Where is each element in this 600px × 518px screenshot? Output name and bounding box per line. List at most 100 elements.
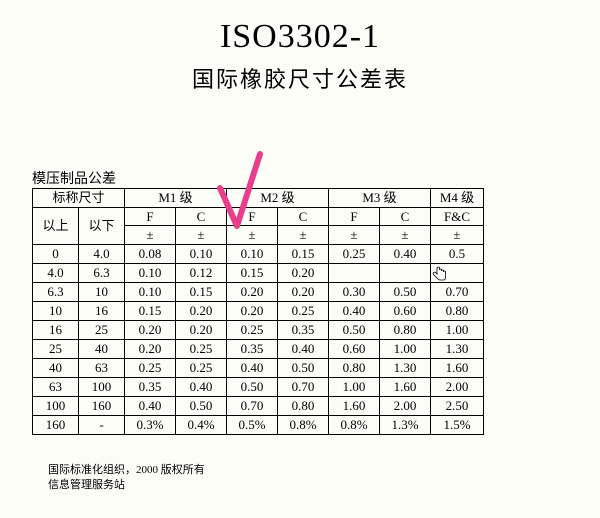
cell: 0.80 [431, 301, 484, 320]
cell: 10 [79, 282, 125, 301]
cell: 0.20 [227, 301, 278, 320]
cell: 16 [33, 320, 79, 339]
cell: 100 [33, 396, 79, 415]
cell: 0.30 [329, 282, 380, 301]
pm: ± [278, 226, 329, 245]
cell: 0.60 [380, 301, 431, 320]
cell: 4.0 [79, 244, 125, 263]
cell: 0.10 [227, 244, 278, 263]
cell: 0.40 [125, 396, 176, 415]
cell: 4.0 [33, 263, 79, 282]
cell: 0.08 [125, 244, 176, 263]
footer-line2: 信息管理服务站 [48, 478, 205, 493]
cell: 0.35 [278, 320, 329, 339]
cell: 1.60 [329, 396, 380, 415]
cell: 0.25 [329, 244, 380, 263]
cell: 2.50 [431, 396, 484, 415]
cell: 0.8% [278, 415, 329, 434]
cell: 0.15 [176, 282, 227, 301]
cell: 1.30 [380, 358, 431, 377]
col-m1: M1 级 [125, 189, 227, 208]
cell: 0.20 [176, 320, 227, 339]
cell: 0.50 [329, 320, 380, 339]
m3-c: C [380, 207, 431, 226]
cell: 0.20 [278, 282, 329, 301]
pm: ± [431, 226, 484, 245]
footer-line1: 国际标准化组织，2000 版权所有 [48, 463, 205, 478]
cell: 0.80 [329, 358, 380, 377]
cell: 0 [33, 244, 79, 263]
cell: 25 [79, 320, 125, 339]
cell: 63 [33, 377, 79, 396]
header-row-1: 标称尺寸 M1 级 M2 级 M3 级 M4 级 [33, 189, 484, 208]
cell: 0.8% [329, 415, 380, 434]
table-row: 4.06.30.100.120.150.20 [33, 263, 484, 282]
cell [380, 263, 431, 282]
cell: 0.50 [380, 282, 431, 301]
cell [431, 263, 484, 282]
cell: 6.3 [79, 263, 125, 282]
table-row: 25400.200.250.350.400.601.001.30 [33, 339, 484, 358]
pm: ± [380, 226, 431, 245]
m1-c: C [176, 207, 227, 226]
pm: ± [125, 226, 176, 245]
cell: 0.50 [227, 377, 278, 396]
cell: 0.20 [125, 339, 176, 358]
table-row: 16250.200.200.250.350.500.801.00 [33, 320, 484, 339]
cell: 0.25 [278, 301, 329, 320]
tolerance-table: 标称尺寸 M1 级 M2 级 M3 级 M4 级 以上 以下 F C F C F… [32, 188, 484, 435]
cell [329, 263, 380, 282]
m2-f: F [227, 207, 278, 226]
cell: 0.40 [227, 358, 278, 377]
table-row: 04.00.080.100.100.150.250.400.5 [33, 244, 484, 263]
col-nominal: 标称尺寸 [33, 189, 125, 208]
cell: 1.00 [380, 339, 431, 358]
col-m2: M2 级 [227, 189, 329, 208]
cell: 0.20 [278, 263, 329, 282]
table-row: 631000.350.400.500.701.001.602.00 [33, 377, 484, 396]
table-row: 40630.250.250.400.500.801.301.60 [33, 358, 484, 377]
m2-c: C [278, 207, 329, 226]
cell: 0.25 [125, 358, 176, 377]
cell: 0.3% [125, 415, 176, 434]
col-above: 以上 [33, 207, 79, 244]
cell: 1.30 [431, 339, 484, 358]
cell: 0.50 [278, 358, 329, 377]
cell: 100 [79, 377, 125, 396]
section-label: 模压制品公差 [32, 168, 116, 188]
cell: 1.00 [329, 377, 380, 396]
cell: 1.3% [380, 415, 431, 434]
cell: 0.15 [227, 263, 278, 282]
cell: - [79, 415, 125, 434]
pm: ± [329, 226, 380, 245]
col-below: 以下 [79, 207, 125, 244]
table-row: 10160.150.200.200.250.400.600.80 [33, 301, 484, 320]
col-m3: M3 级 [329, 189, 431, 208]
cell: 0.10 [125, 263, 176, 282]
cell: 0.50 [176, 396, 227, 415]
cell: 6.3 [33, 282, 79, 301]
cell: 0.80 [278, 396, 329, 415]
pm: ± [176, 226, 227, 245]
cell: 0.40 [329, 301, 380, 320]
cell: 40 [79, 339, 125, 358]
table-row: 1001600.400.500.700.801.602.002.50 [33, 396, 484, 415]
footer: 国际标准化组织，2000 版权所有 信息管理服务站 [48, 463, 205, 494]
cell: 16 [79, 301, 125, 320]
cell: 160 [79, 396, 125, 415]
cell: 0.25 [176, 339, 227, 358]
cell: 0.35 [227, 339, 278, 358]
cell: 0.20 [125, 320, 176, 339]
m3-f: F [329, 207, 380, 226]
cell: 1.60 [380, 377, 431, 396]
col-m4: M4 级 [431, 189, 484, 208]
cell: 2.00 [380, 396, 431, 415]
cell: 0.12 [176, 263, 227, 282]
cell: 0.5% [227, 415, 278, 434]
table-row: 6.3100.100.150.200.200.300.500.70 [33, 282, 484, 301]
page-title: ISO3302-1 [0, 18, 600, 56]
header-row-2: 以上 以下 F C F C F C F&C [33, 207, 484, 226]
cell: 1.00 [431, 320, 484, 339]
cell: 0.40 [278, 339, 329, 358]
cell: 0.10 [176, 244, 227, 263]
